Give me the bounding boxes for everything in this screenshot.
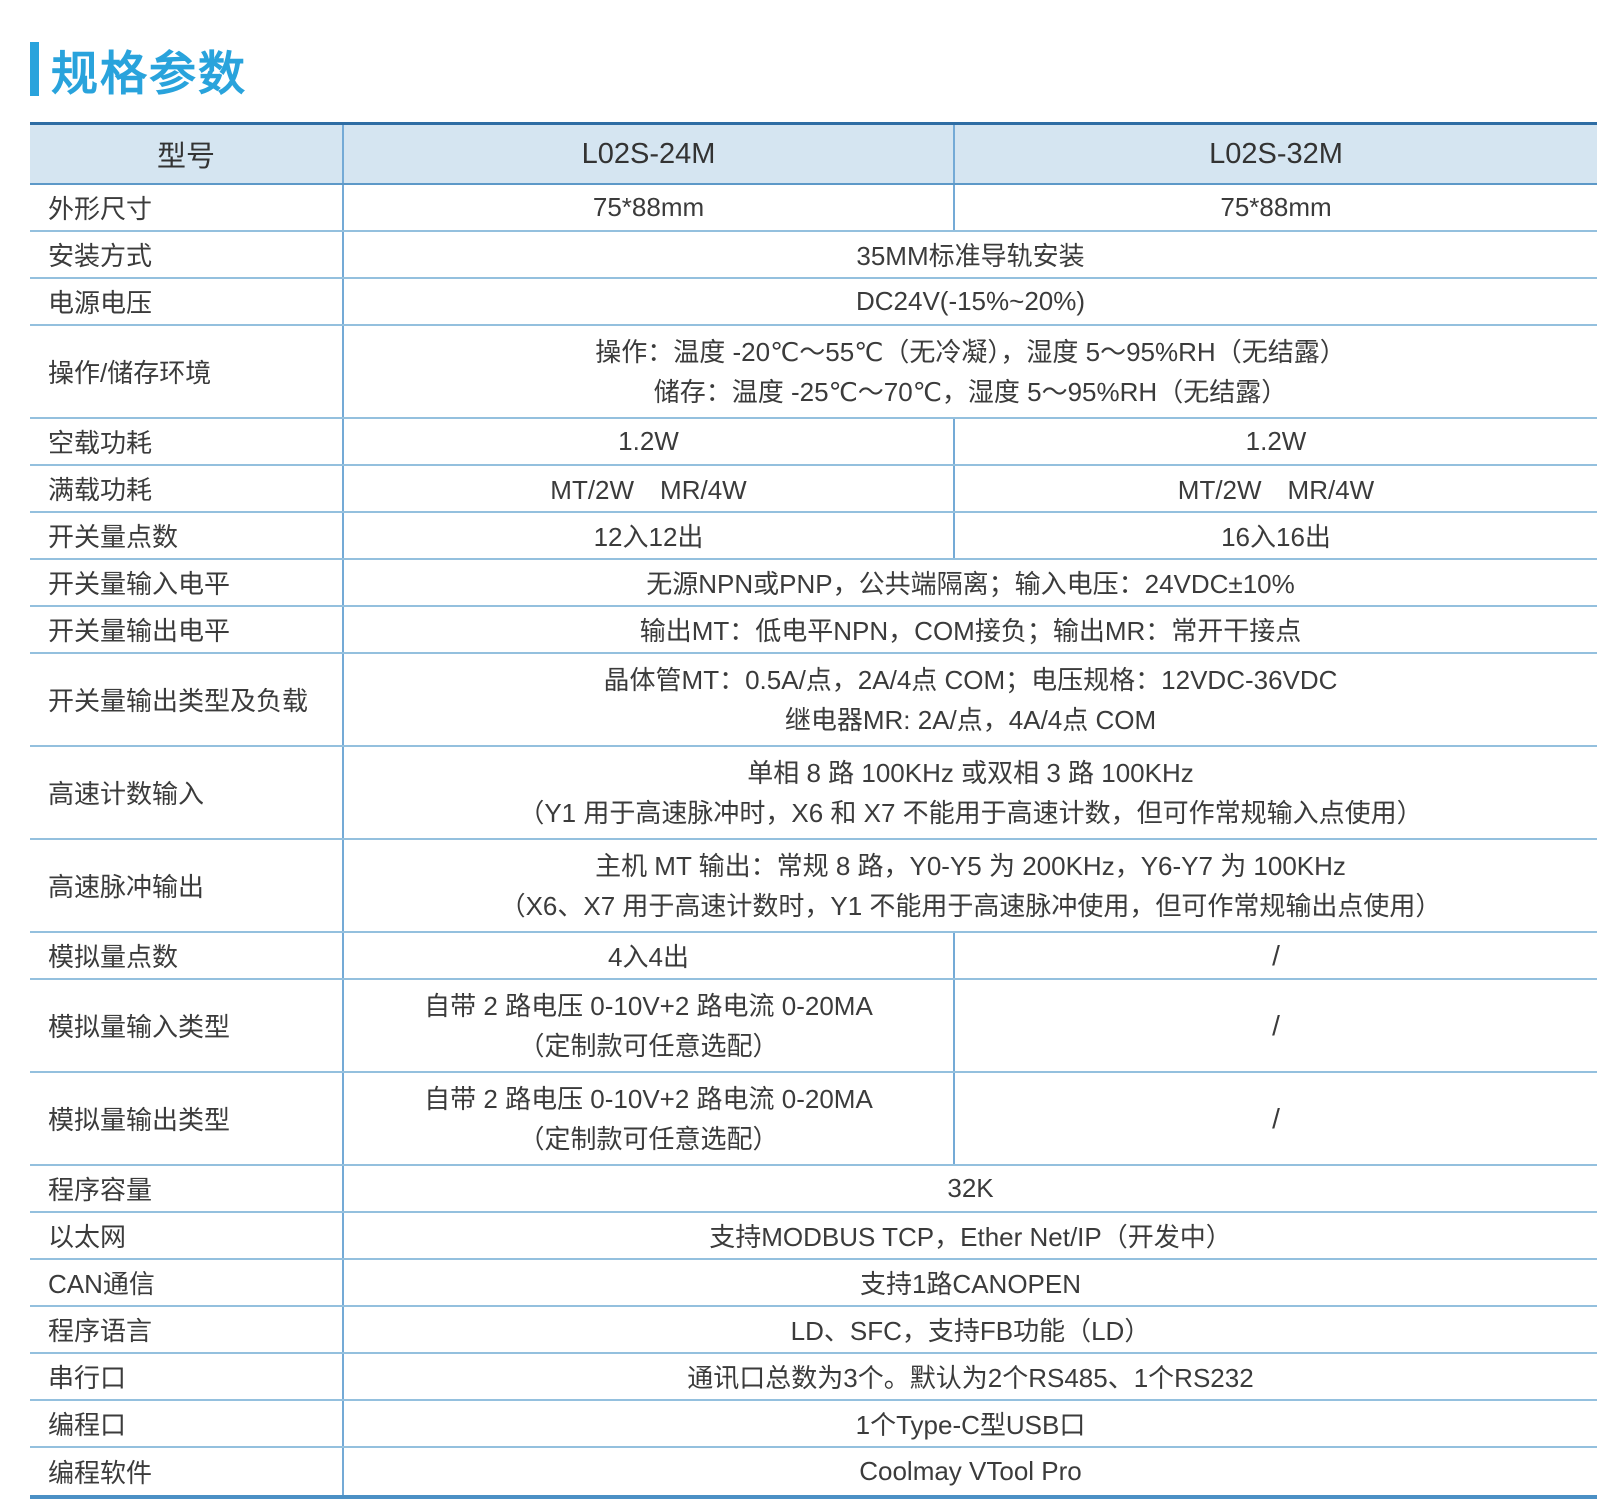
- table-row-environment: 操作/储存环境 操作：温度 -20℃～55℃（无冷凝），湿度 5～95%RH（无…: [30, 326, 1597, 419]
- table-row-dimensions: 外形尺寸 75*88mm 75*88mm: [30, 185, 1597, 232]
- spec-value-line1: 自带 2 路电压 0-10V+2 路电流 0-20MA: [424, 990, 873, 1021]
- spec-label: 开关量点数: [30, 513, 344, 558]
- spec-value: 35MM标准导轨安装: [856, 241, 1085, 271]
- table-header-row: 型号 L02S-24M L02S-32M: [30, 125, 1597, 185]
- spec-label: 外形尺寸: [30, 185, 344, 230]
- table-row-digital-output-level: 开关量输出电平 输出MT：低电平NPN，COM接负；输出MR：常开干接点: [30, 607, 1597, 654]
- spec-label: 开关量输出电平: [30, 607, 344, 652]
- spec-label: 开关量输入电平: [30, 560, 344, 605]
- spec-label: 串行口: [30, 1354, 344, 1399]
- table-row-analog-points: 模拟量点数 4入4出 /: [30, 933, 1597, 980]
- spec-value-line2: （定制款可任意选配）: [518, 1123, 779, 1154]
- spec-value-line2: 继电器MR: 2A/点，4A/4点 COM: [784, 704, 1157, 735]
- spec-label: 空载功耗: [30, 419, 344, 464]
- spec-label: 编程口: [30, 1401, 344, 1446]
- table-row-analog-output-type: 模拟量输出类型 自带 2 路电压 0-10V+2 路电流 0-20MA （定制款…: [30, 1073, 1597, 1166]
- spec-value: 晶体管MT：0.5A/点，2A/4点 COM；电压规格：12VDC-36VDC …: [344, 654, 1597, 745]
- table-row-program-capacity: 程序容量 32K: [30, 1166, 1597, 1213]
- spec-value-a: 12入12出: [344, 513, 955, 558]
- table-row-serial-ports: 串行口 通讯口总数为3个。默认为2个RS485、1个RS232: [30, 1354, 1597, 1401]
- spec-label: 操作/储存环境: [30, 326, 344, 417]
- spec-label: 程序语言: [30, 1307, 344, 1352]
- spec-value: 支持MODBUS TCP，Ether Net/IP（开发中）: [709, 1222, 1232, 1252]
- header-model-a: L02S-24M: [344, 125, 955, 183]
- spec-label: 模拟量输出类型: [30, 1073, 344, 1164]
- page-title: 规格参数: [51, 46, 247, 100]
- spec-label: CAN通信: [30, 1260, 344, 1305]
- table-row-fullload-power: 满载功耗 MT/2W MR/4W MT/2W MR/4W: [30, 466, 1597, 513]
- spec-value: 输出MT：低电平NPN，COM接负；输出MR：常开干接点: [639, 616, 1302, 646]
- spec-value-line1: 单相 8 路 100KHz 或双相 3 路 100KHz: [747, 757, 1194, 788]
- spec-value-line2: 储存：温度 -25℃～70℃，湿度 5～95%RH（无结露）: [653, 376, 1288, 407]
- spec-value-a: 自带 2 路电压 0-10V+2 路电流 0-20MA （定制款可任意选配）: [344, 980, 955, 1071]
- spec-value-a: 4入4出: [344, 933, 955, 978]
- spec-label: 模拟量点数: [30, 933, 344, 978]
- spec-value-b: 1.2W: [1245, 426, 1307, 456]
- spec-label: 高速脉冲输出: [30, 840, 344, 931]
- spec-value: 1个Type-C型USB口: [855, 1410, 1086, 1440]
- spec-value-line1: 操作：温度 -20℃～55℃（无冷凝），湿度 5～95%RH（无结露）: [595, 336, 1346, 367]
- spec-label: 程序容量: [30, 1166, 344, 1211]
- spec-value-line1: 晶体管MT：0.5A/点，2A/4点 COM；电压规格：12VDC-36VDC: [603, 664, 1338, 695]
- spec-label: 模拟量输入类型: [30, 980, 344, 1071]
- section-title: 规格参数: [30, 38, 1600, 100]
- spec-value-line2: （Y1 用于高速脉冲时，X6 和 X7 不能用于高速计数，但可作常规输入点使用）: [518, 797, 1423, 828]
- spec-value: 操作：温度 -20℃～55℃（无冷凝），湿度 5～95%RH（无结露） 储存：温…: [344, 326, 1597, 417]
- table-row-power-voltage: 电源电压 DC24V(-15%~20%): [30, 279, 1597, 326]
- table-row-digital-points: 开关量点数 12入12出 16入16出: [30, 513, 1597, 560]
- spec-value-line2: （定制款可任意选配）: [518, 1030, 779, 1061]
- spec-value: 通讯口总数为3个。默认为2个RS485、1个RS232: [687, 1363, 1254, 1393]
- spec-label: 开关量输出类型及负载: [30, 654, 344, 745]
- table-row-program-language: 程序语言 LD、SFC，支持FB功能（LD）: [30, 1307, 1597, 1354]
- spec-value: Coolmay VTool Pro: [859, 1456, 1082, 1486]
- spec-value-b: /: [1272, 1102, 1280, 1134]
- spec-value-line2: （X6、X7 用于高速计数时，Y1 不能用于高速脉冲使用，但可作常规输出点使用）: [499, 890, 1442, 921]
- table-row-can: CAN通信 支持1路CANOPEN: [30, 1260, 1597, 1307]
- spec-label: 满载功耗: [30, 466, 344, 511]
- spec-label: 电源电压: [30, 279, 344, 324]
- spec-value: 主机 MT 输出：常规 8 路，Y0-Y5 为 200KHz，Y6-Y7 为 1…: [344, 840, 1597, 931]
- table-row-programming-software: 编程软件 Coolmay VTool Pro: [30, 1448, 1597, 1495]
- table-row-programming-port: 编程口 1个Type-C型USB口: [30, 1401, 1597, 1448]
- spec-value-b: /: [1272, 939, 1280, 971]
- table-row-highspeed-counter: 高速计数输入 单相 8 路 100KHz 或双相 3 路 100KHz （Y1 …: [30, 747, 1597, 840]
- table-row-output-type-load: 开关量输出类型及负载 晶体管MT：0.5A/点，2A/4点 COM；电压规格：1…: [30, 654, 1597, 747]
- spec-value-b: 75*88mm: [1220, 192, 1332, 222]
- table-row-highspeed-pulse: 高速脉冲输出 主机 MT 输出：常规 8 路，Y0-Y5 为 200KHz，Y6…: [30, 840, 1597, 933]
- spec-value-a: 75*88mm: [344, 185, 955, 230]
- spec-table: 型号 L02S-24M L02S-32M 外形尺寸 75*88mm 75*88m…: [30, 122, 1597, 1499]
- spec-value-line1: 主机 MT 输出：常规 8 路，Y0-Y5 为 200KHz，Y6-Y7 为 1…: [595, 850, 1346, 881]
- spec-label: 编程软件: [30, 1448, 344, 1495]
- spec-value-b: 16入16出: [1221, 522, 1331, 552]
- spec-value-a: 自带 2 路电压 0-10V+2 路电流 0-20MA （定制款可任意选配）: [344, 1073, 955, 1164]
- spec-value: LD、SFC，支持FB功能（LD）: [790, 1316, 1151, 1346]
- spec-value-a: 1.2W: [344, 419, 955, 464]
- table-row-analog-input-type: 模拟量输入类型 自带 2 路电压 0-10V+2 路电流 0-20MA （定制款…: [30, 980, 1597, 1073]
- header-model-label: 型号: [30, 125, 344, 183]
- spec-value-line1: 自带 2 路电压 0-10V+2 路电流 0-20MA: [424, 1083, 873, 1114]
- spec-value: 支持1路CANOPEN: [859, 1269, 1082, 1299]
- header-model-b: L02S-32M: [1209, 137, 1343, 170]
- spec-value-b: /: [1272, 1009, 1280, 1041]
- table-row-ethernet: 以太网 支持MODBUS TCP，Ether Net/IP（开发中）: [30, 1213, 1597, 1260]
- spec-value: 单相 8 路 100KHz 或双相 3 路 100KHz （Y1 用于高速脉冲时…: [344, 747, 1597, 838]
- spec-label: 高速计数输入: [30, 747, 344, 838]
- spec-value-b: MT/2W MR/4W: [1177, 475, 1375, 505]
- spec-value: 无源NPN或PNP，公共端隔离；输入电压：24VDC±10%: [646, 569, 1295, 599]
- spec-label: 安装方式: [30, 232, 344, 277]
- spec-label: 以太网: [30, 1213, 344, 1258]
- spec-value-a: MT/2W MR/4W: [344, 466, 955, 511]
- table-row-noload-power: 空载功耗 1.2W 1.2W: [30, 419, 1597, 466]
- table-row-digital-input-level: 开关量输入电平 无源NPN或PNP，公共端隔离；输入电压：24VDC±10%: [30, 560, 1597, 607]
- table-row-mounting: 安装方式 35MM标准导轨安装: [30, 232, 1597, 279]
- title-accent-bar: [30, 42, 39, 96]
- spec-value: DC24V(-15%~20%): [855, 286, 1086, 316]
- spec-value: 32K: [947, 1173, 994, 1203]
